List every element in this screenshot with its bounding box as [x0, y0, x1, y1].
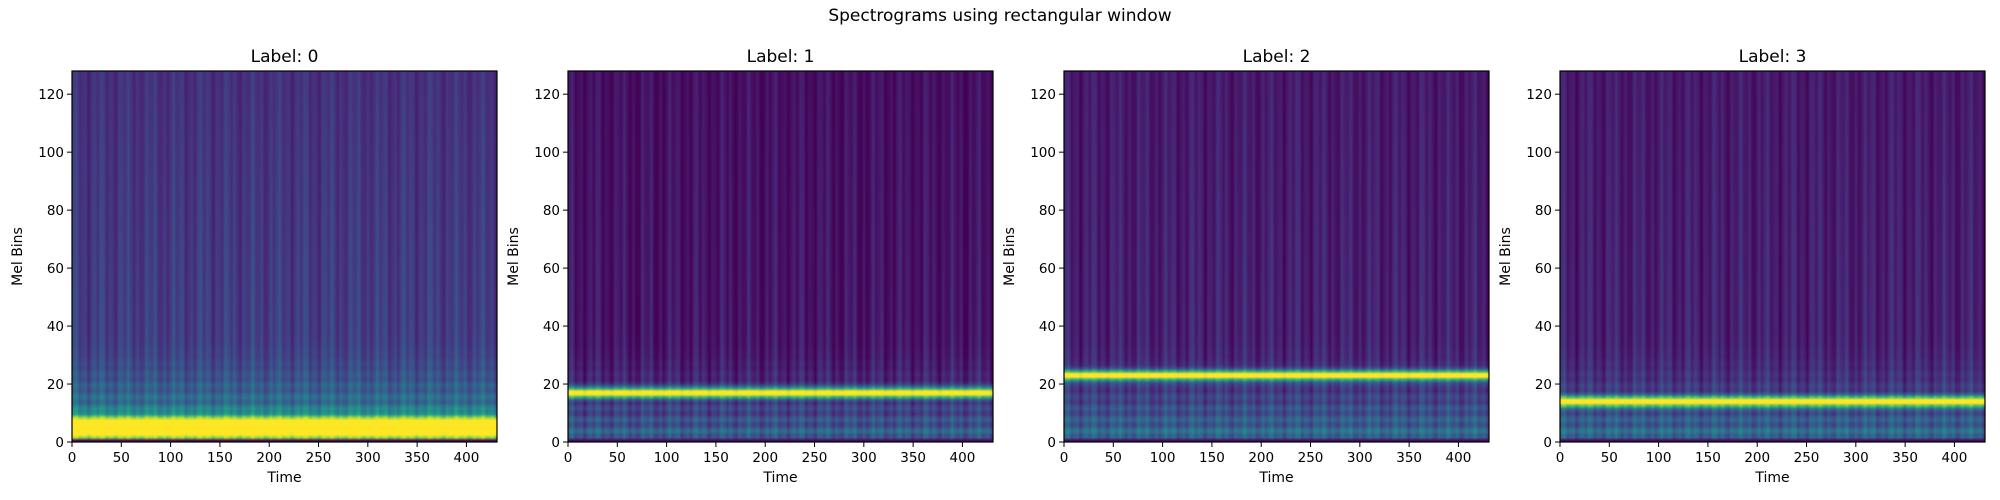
x-axis-label: Time: [1258, 470, 1293, 486]
plot-frame: [567, 70, 994, 443]
x-tick-label: 100: [654, 450, 680, 466]
y-tick-label: 20: [543, 377, 560, 393]
y-tick-label: 120: [534, 87, 560, 103]
y-tick-label: 80: [543, 203, 560, 219]
spectrogram-panel: Label: 0 0 50 100 150 200 250 300 350 400 0 20 40 60 8…: [10, 47, 498, 486]
x-tick-label: 400: [1942, 450, 1968, 466]
x-tick-label: 400: [950, 450, 976, 466]
x-tick-label: 350: [404, 450, 430, 466]
y-tick-label: 0: [1543, 435, 1552, 451]
x-tick-label: 150: [1695, 450, 1721, 466]
x-tick-label: 300: [1843, 450, 1869, 466]
x-tick-label: 100: [158, 450, 184, 466]
x-tick-label: 50: [609, 450, 626, 466]
x-tick-label: 50: [1601, 450, 1618, 466]
y-tick-label: 60: [1039, 261, 1056, 277]
y-axis-label: Mel Bins: [1002, 227, 1018, 286]
x-tick-label: 200: [752, 450, 778, 466]
y-tick-label: 100: [1526, 145, 1552, 161]
x-tick-label: 100: [1150, 450, 1176, 466]
x-tick-label: 200: [1248, 450, 1274, 466]
x-tick-label: 400: [454, 450, 480, 466]
x-tick-label: 200: [1744, 450, 1770, 466]
y-tick-label: 20: [1535, 377, 1552, 393]
panel-title: Label: 2: [1243, 47, 1311, 67]
x-tick-label: 350: [1396, 450, 1422, 466]
x-tick-label: 50: [1105, 450, 1122, 466]
x-tick-label: 350: [1892, 450, 1918, 466]
spectrogram-heatmap: [1064, 71, 1489, 442]
x-tick-label: 200: [256, 450, 282, 466]
y-axis-label: Mel Bins: [1498, 227, 1514, 286]
y-tick-label: 120: [1526, 87, 1552, 103]
y-tick-label: 60: [1535, 261, 1552, 277]
x-tick-label: 250: [1298, 450, 1324, 466]
y-tick-label: 80: [47, 203, 64, 219]
x-axis-label: Time: [762, 470, 797, 486]
spectrogram-panel: Label: 3 0 50 100 150 200 250 300 350 400 0 20 40 60 8…: [1498, 47, 1986, 486]
x-tick-label: 0: [68, 450, 77, 466]
x-tick-label: 400: [1446, 450, 1472, 466]
x-tick-label: 100: [1646, 450, 1672, 466]
x-tick-label: 250: [306, 450, 332, 466]
spectrogram-heatmap: [568, 71, 993, 442]
x-axis-label: Time: [266, 470, 301, 486]
x-tick-label: 300: [1347, 450, 1373, 466]
y-tick-label: 100: [1030, 145, 1056, 161]
x-tick-label: 350: [900, 450, 926, 466]
x-tick-label: 300: [355, 450, 381, 466]
x-tick-label: 50: [113, 450, 130, 466]
panel-title: Label: 1: [747, 47, 815, 67]
y-tick-label: 80: [1535, 203, 1552, 219]
y-tick-label: 100: [534, 145, 560, 161]
x-tick-label: 0: [564, 450, 573, 466]
plot-frame: [1559, 70, 1986, 443]
x-axis-label: Time: [1754, 470, 1789, 486]
y-tick-label: 20: [1039, 377, 1056, 393]
spectrogram-heatmap: [72, 71, 497, 442]
x-tick-label: 150: [1199, 450, 1225, 466]
x-tick-label: 150: [207, 450, 233, 466]
y-tick-label: 60: [543, 261, 560, 277]
x-tick-label: 300: [851, 450, 877, 466]
x-tick-label: 250: [802, 450, 828, 466]
y-tick-label: 40: [1535, 319, 1552, 335]
x-tick-label: 0: [1060, 450, 1069, 466]
spectrogram-panel: Label: 1 0 50 100 150 200 250 300 350 400 0 20 40 60 8…: [506, 47, 994, 486]
panel-title: Label: 0: [251, 47, 319, 67]
plot-frame: [71, 70, 498, 443]
spectrogram-panel: Label: 2 0 50 100 150 200 250 300 350 400 0 20 40 60 8…: [1002, 47, 1490, 486]
x-tick-label: 0: [1556, 450, 1565, 466]
x-tick-label: 250: [1794, 450, 1820, 466]
y-tick-label: 40: [47, 319, 64, 335]
spectrogram-heatmap: [1560, 71, 1985, 442]
panel-title: Label: 3: [1739, 47, 1807, 67]
y-tick-label: 120: [38, 87, 64, 103]
plot-frame: [1063, 70, 1490, 443]
figure-suptitle: Spectrograms using rectangular window: [828, 6, 1172, 26]
x-tick-label: 150: [703, 450, 729, 466]
y-tick-label: 80: [1039, 203, 1056, 219]
y-tick-label: 0: [551, 435, 560, 451]
y-tick-label: 100: [38, 145, 64, 161]
y-tick-label: 0: [1047, 435, 1056, 451]
y-tick-label: 120: [1030, 87, 1056, 103]
y-axis-label: Mel Bins: [10, 227, 26, 286]
y-tick-label: 40: [1039, 319, 1056, 335]
y-tick-label: 20: [47, 377, 64, 393]
y-tick-label: 40: [543, 319, 560, 335]
y-axis-label: Mel Bins: [506, 227, 522, 286]
y-tick-label: 60: [47, 261, 64, 277]
y-tick-label: 0: [55, 435, 64, 451]
